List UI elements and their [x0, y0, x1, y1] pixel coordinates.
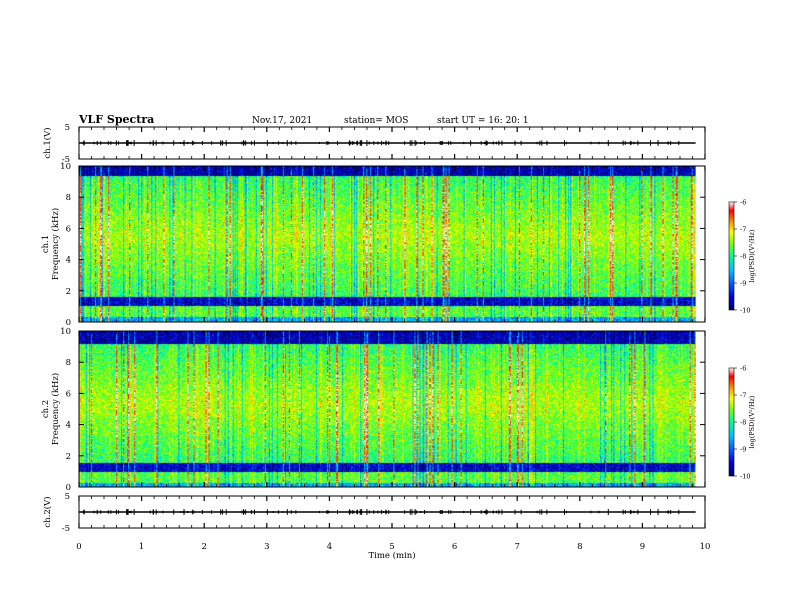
ch2-spec-ylabel-line2: Frequency (kHz) [50, 373, 61, 445]
ch2-spec-ylabel-line1: ch.2 [41, 400, 51, 418]
ch2-colorbar-tick-label: -10 [740, 473, 750, 481]
ch2-wave-ylabel: ch.2(V) [42, 496, 53, 527]
ch2-spec-ytick-label: 10 [60, 327, 71, 337]
start-time-label: start UT = 16: 20: 1 [437, 116, 529, 126]
x-tick-label: 9 [640, 542, 645, 552]
ch2-colorbar-tick-label: -6 [740, 365, 746, 373]
ch2-spec-ytick-label: 2 [66, 452, 71, 462]
ch2-colorbar-bar [728, 367, 735, 477]
x-tick-label: 0 [76, 542, 81, 552]
x-axis-tick-labels: 0 1 2 3 4 5 6 7 8 9 10 [76, 542, 710, 552]
ch1-spec-ylabel-freq: Frequency (kHz) [50, 208, 61, 280]
x-tick-label: 5 [389, 542, 394, 552]
date-label: Nov.17, 2021 [252, 116, 312, 126]
x-tick-label: 7 [514, 542, 519, 552]
ch2-spectrogram-panel: 0 2 4 6 8 10 ch.2 Frequency (kHz) [41, 327, 706, 493]
ch1-colorbar-tick-label: -8 [740, 253, 746, 261]
x-tick-label: 1 [139, 542, 144, 552]
ch1-spectrogram-image [79, 166, 696, 322]
x-tick-label: 3 [264, 542, 269, 552]
ch1-spec-ytick-label: 2 [66, 287, 71, 297]
x-tick-label: 4 [327, 542, 332, 552]
x-tick-label: 10 [700, 542, 711, 552]
ch1-spectrogram-panel: 0 2 4 6 8 10 ch.1 Frequency (kHz) [41, 162, 706, 328]
x-tick-label: 8 [577, 542, 582, 552]
ch1-colorbar-tick-label: -9 [740, 280, 746, 288]
x-tick-label: 6 [452, 542, 457, 552]
ch1-colorbar-label: log(PSD)(V²/Hz) [748, 229, 756, 282]
ch1-spec-ytick-label: 0 [66, 318, 71, 328]
x-tick-label: 2 [201, 542, 206, 552]
ch2-spec-ytick-label: 8 [66, 358, 71, 368]
ch1-colorbar-tick-label: -7 [740, 226, 746, 234]
ch1-spec-ylabel-channel: ch.1 [41, 235, 51, 253]
station-label: station= MOS [344, 116, 408, 126]
ch2-waveform-panel: 5 -5 ch.2(V) [42, 492, 706, 534]
ch1-wave-ylabel: ch.1(V) [42, 127, 53, 158]
ch2-spec-ylabel-channel: ch.2 [41, 400, 51, 418]
ch1-waveform-panel: 5 -5 ch.1(V) [42, 123, 706, 165]
ch1-spec-ytick-label: 10 [60, 162, 71, 172]
ch2-colorbar-tick-label: -9 [740, 446, 746, 454]
ch1-colorbar-bar [728, 201, 735, 311]
ch2-colorbar-tick-label: -8 [740, 419, 746, 427]
ch2-spec-ytick-label: 6 [66, 389, 71, 399]
ch1-colorbar-tick-label: -6 [740, 199, 746, 207]
ch1-spec-ytick-label: 8 [66, 193, 71, 203]
ch1-spec-ytick-label: 4 [66, 256, 71, 266]
ch1-spec-ytick-label: 6 [66, 224, 71, 234]
ch1-spec-ylabel-line2: Frequency (kHz) [50, 208, 61, 280]
ch2-colorbar: -6 -7 -8 -9 -10 log(PSD)(V²/Hz) [728, 365, 756, 481]
ch2-spec-ylabel-freq: Frequency (kHz) [50, 373, 61, 445]
ch1-spec-ylabel-line1: ch.1 [41, 235, 51, 253]
ch1-wave-ytick-bottom: -5 [62, 155, 70, 165]
ch1-wave-ytick-top: 5 [65, 123, 70, 133]
ch2-colorbar-tick-label: -7 [740, 392, 746, 400]
ch2-colorbar-label: log(PSD)(V²/Hz) [748, 395, 756, 448]
figure-title: VLF Spectra [78, 113, 154, 126]
ch1-colorbar: -6 -7 -8 -9 -10 log(PSD)(V²/Hz) [728, 199, 756, 315]
ch2-wave-ytick-top: 5 [65, 492, 70, 502]
ch2-spec-ytick-label: 4 [66, 421, 71, 431]
ch1-colorbar-tick-label: -10 [740, 307, 750, 315]
x-axis-label: Time (min) [368, 550, 415, 561]
ch2-spectrogram-image [79, 331, 696, 487]
ch2-wave-ytick-bottom: -5 [62, 524, 70, 534]
ch2-spec-ytick-label: 0 [66, 483, 71, 493]
